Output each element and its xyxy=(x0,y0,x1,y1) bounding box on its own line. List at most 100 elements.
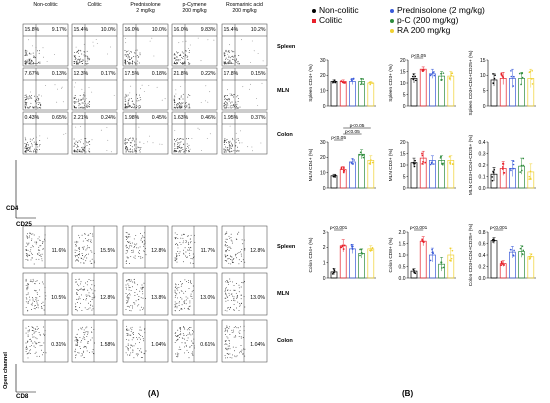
flow-plot: 15.5% xyxy=(71,225,118,269)
data-point xyxy=(412,73,415,75)
data-point xyxy=(351,162,353,165)
significance-label: p<0.001 xyxy=(410,225,428,231)
data-point xyxy=(350,244,353,246)
data-point xyxy=(429,163,432,166)
data-point xyxy=(528,178,531,180)
significance-label: p<0.05 xyxy=(331,135,346,141)
quadrant-value: 0.45% xyxy=(152,115,167,121)
y-tick-label: 5 xyxy=(403,174,406,180)
bar-chart: 0 5 10 15 Spleen CD3+CD4+CD25+ (%) xyxy=(468,50,536,115)
data-point xyxy=(422,161,424,163)
data-point xyxy=(341,81,344,84)
y-tick-label: 10 xyxy=(320,170,326,176)
data-point xyxy=(519,171,521,173)
flow-plot: 7.67% 0.13% xyxy=(22,67,69,111)
bar xyxy=(367,82,375,107)
y-tick-label: 30 xyxy=(320,58,326,64)
flow-plot: 10.5% xyxy=(22,272,69,316)
y-axis-label: Colon CD4+ (%) xyxy=(308,237,314,272)
bar xyxy=(330,175,338,189)
flow-plot: 16.0% 9.83% xyxy=(171,23,218,67)
data-point xyxy=(360,82,363,84)
y-tick-label: 0.4 xyxy=(479,253,486,259)
flow-plot: 1.63% 0.46% xyxy=(171,111,218,155)
legend-marker xyxy=(390,28,394,33)
data-point xyxy=(342,81,345,84)
y-tick-label: 0 xyxy=(403,104,406,110)
quadrant-value: 0.24% xyxy=(101,115,116,121)
gate-value: 1.04% xyxy=(250,342,265,348)
y-axis-label: Spleen CD3+CD4+CD25+ (%) xyxy=(468,50,474,115)
quadrant-value: 15.4% xyxy=(74,27,89,33)
quadrant-value: 15.4% xyxy=(224,27,239,33)
data-point xyxy=(449,247,452,250)
bar-chart: 0 1 2 3 Colon CD4+ (%) p<0.001 xyxy=(308,225,376,282)
legend-item-non-colitic: Non-colitic xyxy=(312,5,359,15)
flow-plot: 1.58% xyxy=(71,319,118,363)
data-point xyxy=(412,162,415,164)
data-point xyxy=(431,161,433,163)
data-point xyxy=(493,77,496,80)
data-point xyxy=(359,151,362,154)
data-point xyxy=(522,249,525,252)
flow-plot: 2.21% 0.24% xyxy=(71,111,118,155)
y-tick-label: 10 xyxy=(320,88,326,94)
y-axis-label: Colon CD8+ (%) xyxy=(388,237,394,272)
column-header: Prednisolone 2 mg/kg xyxy=(130,2,161,14)
data-point xyxy=(368,81,371,84)
flow-a-y-axis: CD4 xyxy=(6,205,19,212)
row-label: Colon xyxy=(277,338,293,344)
quadrant-value: 16.0% xyxy=(125,27,140,33)
data-point xyxy=(441,267,443,269)
data-point xyxy=(440,155,442,158)
y-axis-label: Colon CD3+CD4+CD25+ (%) xyxy=(468,223,474,286)
significance-label: p<0.001 xyxy=(490,225,508,231)
flow-plot: 0.43% 0.65% xyxy=(22,111,69,155)
panel-label-b: (B) xyxy=(402,389,414,398)
data-point xyxy=(424,161,426,164)
data-point xyxy=(351,158,354,160)
bar-chart: 0.0 0.5 1.0 1.5 2.0 Colon CD8+ (%) p<0.001 xyxy=(388,225,456,282)
y-tick-label: 5 xyxy=(483,88,486,94)
quadrant-value: 0.37% xyxy=(251,115,266,121)
quadrant-value: 2.21% xyxy=(74,115,89,121)
data-point xyxy=(429,259,432,262)
data-point xyxy=(510,75,513,78)
quadrant-value: 0.43% xyxy=(25,115,40,121)
column-header: p-Cymene 200 mg/kg xyxy=(182,2,207,14)
y-tick-label: 1.0 xyxy=(399,253,406,259)
flow-plot: 11.7% xyxy=(171,225,218,269)
flow-plot: 0.61% xyxy=(171,319,218,363)
data-point xyxy=(351,245,353,248)
y-tick-label: 3 xyxy=(323,230,326,236)
data-point xyxy=(528,175,531,178)
flow-plot: 17.5% 0.18% xyxy=(122,67,169,111)
data-point xyxy=(371,247,374,249)
quadrant-value: 0.13% xyxy=(52,71,67,77)
data-point xyxy=(340,80,343,82)
data-point xyxy=(501,263,504,265)
data-point xyxy=(531,78,533,80)
quadrant-value: 7.67% xyxy=(25,71,40,77)
data-point xyxy=(512,167,515,170)
data-point xyxy=(371,249,373,252)
y-tick-label: 2 xyxy=(323,245,326,251)
data-point xyxy=(520,164,523,167)
data-point xyxy=(530,255,532,258)
data-point xyxy=(333,269,336,271)
y-tick-label: 0 xyxy=(483,104,486,110)
flow-plot: 13.0% xyxy=(171,272,218,316)
column-header: Colitic xyxy=(87,2,102,8)
legend: Non-colitic Colitic Prednisolone (2 mg/k… xyxy=(312,5,542,50)
data-point xyxy=(530,178,532,181)
data-point xyxy=(448,77,451,79)
data-point xyxy=(521,245,524,248)
data-point xyxy=(333,79,336,81)
data-point xyxy=(530,253,533,256)
data-point xyxy=(412,268,415,271)
quadrant-value: 21.8% xyxy=(174,71,189,77)
quadrant-value: 1.95% xyxy=(224,115,239,121)
data-point xyxy=(493,239,496,242)
data-point xyxy=(449,161,451,164)
